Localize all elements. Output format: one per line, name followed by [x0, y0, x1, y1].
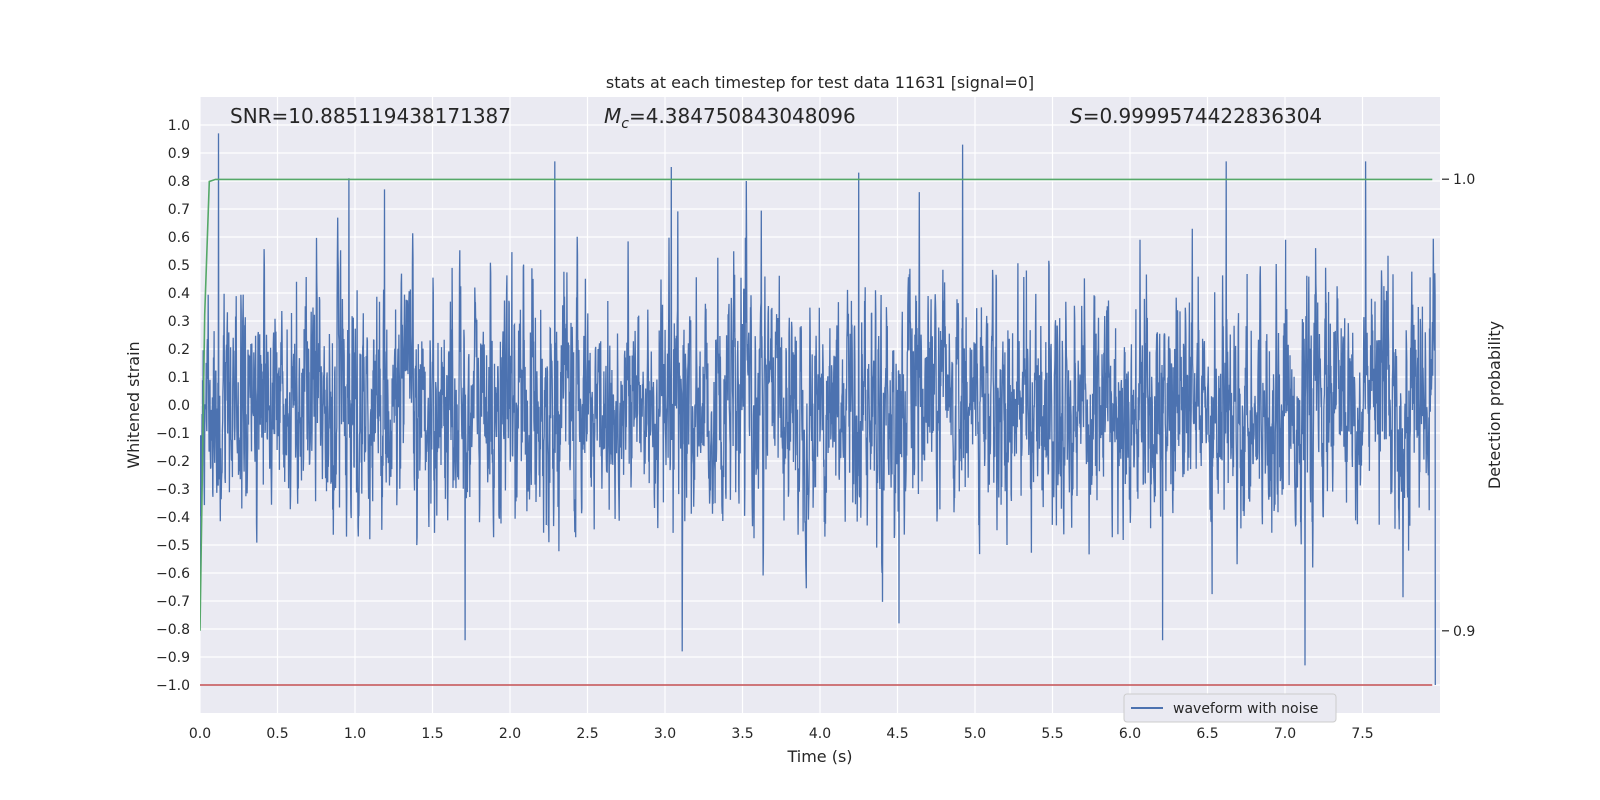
y-tick-label: 0.4 — [168, 286, 190, 302]
x-tick-label: 3.0 — [654, 726, 676, 742]
chirp-mass-annotation: Mc=4.384750843048096 — [604, 104, 856, 132]
y-tick-label: 1.0 — [168, 118, 190, 134]
x-tick-label: 4.5 — [886, 726, 908, 742]
axis-layer: 0.0 0.5 1.0 1.5 2.0 2.5 3.0 3.5 4.0 4.5 5.0 5.5 6.0 6… — [156, 118, 1475, 742]
y-tick-label: 0.8 — [168, 174, 190, 190]
x-tick-label: 0.0 — [189, 726, 211, 742]
y2-axis-label: Detection probability — [1485, 321, 1504, 489]
x-tick-label: 1.0 — [344, 726, 366, 742]
x-tick-label: 3.5 — [731, 726, 753, 742]
y-tick-label: −0.7 — [156, 594, 190, 610]
y-tick-label: −0.5 — [156, 538, 190, 554]
y2-tick-label: 1.0 — [1453, 172, 1475, 188]
y-tick-label: 0.0 — [168, 398, 190, 414]
x-tick-label: 2.5 — [576, 726, 598, 742]
series-layer — [200, 133, 1436, 686]
y-tick-label: −0.1 — [156, 426, 190, 442]
y-tick-label: 0.5 — [168, 258, 190, 274]
y-tick-label: 0.7 — [168, 202, 190, 218]
y-tick-label: −0.8 — [156, 622, 190, 638]
x-tick-label: 4.0 — [809, 726, 831, 742]
y-tick-label: −0.9 — [156, 650, 190, 666]
x-tick-label: 0.5 — [266, 726, 288, 742]
snr-annotation: SNR=10.885119438171387 — [230, 104, 511, 128]
y-tick-label: −0.2 — [156, 454, 190, 470]
y-tick-label: −1.0 — [156, 678, 190, 694]
detection-probability-line — [200, 178, 1433, 631]
x-axis-label: Time (s) — [786, 747, 852, 766]
legend-label-waveform: waveform with noise — [1173, 701, 1318, 717]
y2-tick-label: 0.9 — [1453, 624, 1475, 640]
y-tick-label: 0.9 — [168, 146, 190, 162]
x-tick-label: 6.0 — [1119, 726, 1141, 742]
x-tick-label: 2.0 — [499, 726, 521, 742]
chart-title: stats at each timestep for test data 116… — [606, 73, 1034, 92]
x-tick-label: 5.5 — [1041, 726, 1063, 742]
y-tick-label: −0.4 — [156, 510, 190, 526]
score-annotation: S=0.9999574422836304 — [1070, 104, 1322, 128]
x-tick-label: 7.5 — [1351, 726, 1373, 742]
x-tick-label: 6.5 — [1196, 726, 1218, 742]
y-tick-label: −0.6 — [156, 566, 190, 582]
y-tick-label: 0.1 — [168, 370, 190, 386]
y-tick-label: 0.2 — [168, 342, 190, 358]
y-tick-label: −0.3 — [156, 482, 190, 498]
x-tick-label: 1.5 — [421, 726, 443, 742]
x-tick-label: 5.0 — [964, 726, 986, 742]
legend-box — [1123, 693, 1337, 723]
y-tick-label: 0.6 — [168, 230, 190, 246]
y-axis-label: Whitened strain — [124, 341, 143, 468]
y-tick-label: 0.3 — [168, 314, 190, 330]
x-tick-label: 7.0 — [1274, 726, 1296, 742]
waveform-line — [200, 133, 1436, 686]
legend: waveform with noise — [1123, 693, 1337, 723]
